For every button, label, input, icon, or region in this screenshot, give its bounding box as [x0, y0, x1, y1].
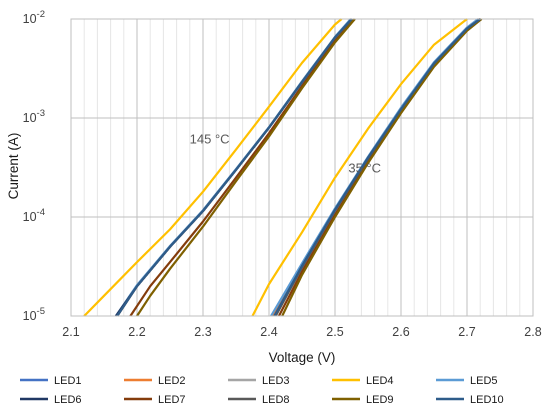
plot-area-border: [70, 18, 534, 317]
y-tick-label: 10-4: [23, 207, 45, 224]
annotation-label: 35 °C: [348, 161, 381, 176]
x-axis-title: Voltage (V): [269, 350, 336, 365]
annotations: 145 °C 35 °C: [190, 132, 381, 176]
series-line-led10: [273, 18, 481, 317]
x-tick-label: 2.4: [260, 325, 277, 339]
x-tick-label: 2.3: [194, 325, 211, 339]
y-tick-label: 10-2: [23, 9, 45, 26]
x-tick-label: 2.6: [392, 325, 409, 339]
series-line-led10: [116, 18, 353, 317]
legend-label-led1: LED1: [54, 375, 82, 387]
legend-label-led6: LED6: [54, 394, 82, 406]
legend-label-led8: LED8: [262, 394, 290, 406]
x-tick-label: 2.2: [128, 325, 145, 339]
legend-label-led2: LED2: [158, 375, 186, 387]
x-tick-label: 2.5: [326, 325, 343, 339]
legend-label-led10: LED10: [470, 394, 504, 406]
x-tick-label: 2.8: [524, 325, 541, 339]
annotation-label: 145 °C: [190, 132, 230, 147]
axes: 2.1 2.2 2.3 2.4 2.5 2.6 2.7 2.8 10-5 10-4 10-3 10-2: [23, 9, 542, 339]
legend-label-led4: LED4: [366, 375, 394, 387]
legend-label-led7: LED7: [158, 394, 186, 406]
legend-label-led9: LED9: [366, 394, 394, 406]
series-line-led9: [281, 18, 483, 317]
x-tick-label: 2.1: [62, 325, 79, 339]
y-tick-label: 10-5: [23, 306, 45, 323]
legend-label-led5: LED5: [470, 375, 498, 387]
series-line-led9: [136, 18, 356, 317]
legend: LED1 LED2 LED3 LED4 LED5 LED6 LED7 LED8 LED9 LED1…: [20, 375, 504, 406]
legend-label-led3: LED3: [262, 375, 290, 387]
x-tick-label: 2.7: [458, 325, 475, 339]
series-lines: [83, 18, 483, 317]
y-tick-label: 10-3: [23, 108, 45, 125]
y-axis-title: Current (A): [6, 133, 21, 200]
series-line-led4: [83, 18, 343, 317]
series-line-led4: [251, 18, 468, 317]
gridlines: [70, 18, 534, 317]
